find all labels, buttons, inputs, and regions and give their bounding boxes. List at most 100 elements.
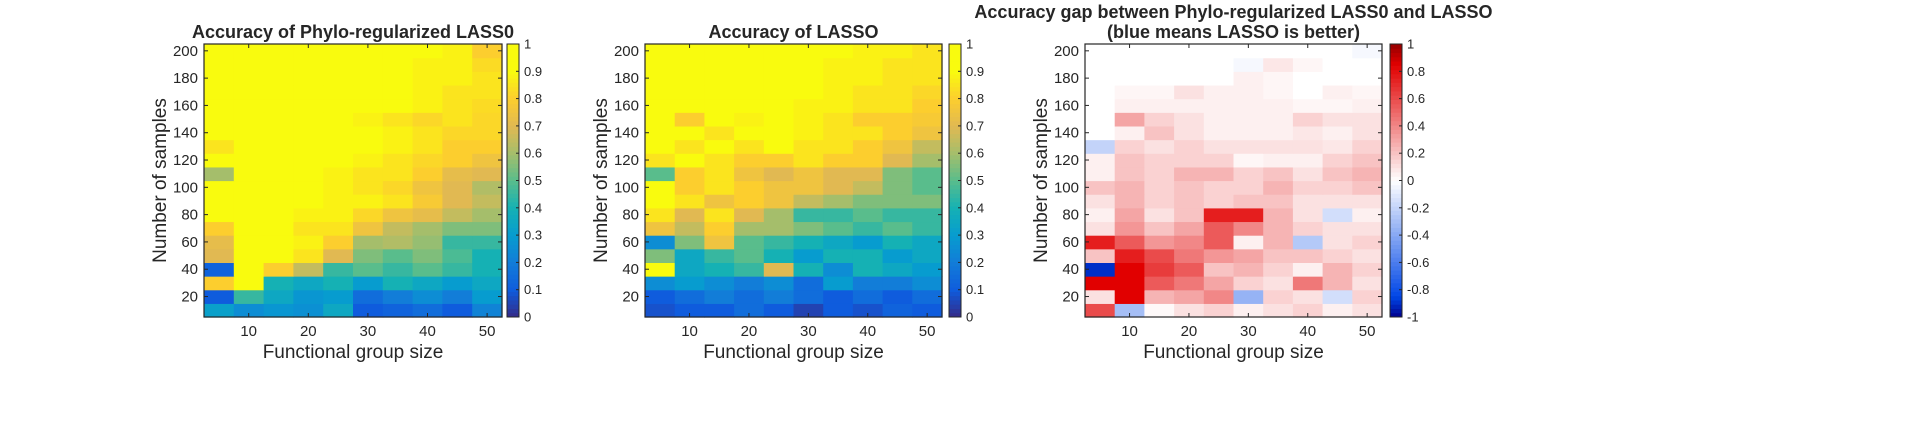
colorbar-segment	[1390, 48, 1402, 54]
heatmap-cell	[1085, 180, 1116, 195]
colorbar-segment	[949, 244, 961, 250]
colorbar-segment	[1390, 227, 1402, 233]
heatmap-cell	[674, 139, 705, 154]
heatmap-cell	[412, 71, 443, 86]
heatmap-cell	[233, 71, 265, 86]
colorbar-segment	[949, 189, 961, 194]
heatmap-cell	[734, 44, 765, 59]
heatmap-cell	[353, 262, 384, 277]
x-tick-label: 40	[419, 323, 436, 340]
heatmap-cell	[882, 166, 913, 182]
colorbar-tick-label: 1	[524, 37, 531, 52]
colorbar-segment	[507, 265, 519, 271]
heatmap-cell	[763, 262, 795, 277]
colorbar-segment	[1390, 56, 1402, 62]
heatmap-cell	[852, 71, 884, 86]
colorbar-segment	[949, 146, 961, 152]
heatmap-cell	[1174, 248, 1205, 263]
heatmap-cell	[382, 84, 414, 100]
colorbar-segment	[507, 82, 519, 88]
heatmap-cell	[734, 125, 765, 141]
heatmap-cell	[233, 112, 265, 127]
colorbar-segment	[1390, 61, 1402, 66]
heatmap-cell	[793, 194, 824, 209]
heatmap-cell	[823, 289, 854, 304]
heatmap-cell	[1292, 57, 1324, 72]
colorbar-segment	[1390, 184, 1402, 190]
colorbar-segment	[1390, 282, 1402, 288]
heatmap-cell	[382, 112, 414, 127]
heatmap-cell	[912, 139, 943, 154]
heatmap-cell	[912, 84, 943, 100]
y-tick-label: 80	[181, 207, 198, 224]
colorbar-tick-label: 0.8	[524, 91, 542, 106]
y-tick-label: 120	[173, 152, 198, 169]
heatmap-cell	[793, 303, 824, 318]
heatmap-cell	[763, 221, 795, 236]
heatmap-cell	[1352, 207, 1383, 223]
heatmap-cell	[1292, 153, 1324, 168]
y-tick-label: 200	[173, 43, 198, 60]
heatmap-cell	[353, 112, 384, 127]
heatmap-cell	[704, 180, 735, 195]
colorbar-tick-label: -0.8	[1407, 282, 1429, 297]
colorbar-segment	[507, 137, 519, 143]
heatmap-cell	[472, 194, 503, 209]
colorbar-segment	[949, 282, 961, 288]
heatmap-cell	[1085, 71, 1116, 86]
heatmap-cell	[353, 98, 384, 113]
heatmap-cell	[293, 303, 324, 318]
heatmap-cell	[472, 276, 503, 291]
heatmap-cell	[382, 262, 414, 277]
heatmap-cell	[323, 71, 354, 86]
heatmap-cell	[645, 289, 676, 304]
heatmap-cell	[674, 289, 705, 304]
heatmap-cell	[793, 112, 824, 127]
colorbar-segment	[949, 201, 961, 207]
heatmap-cell	[852, 180, 884, 195]
colorbar-segment	[1390, 197, 1402, 203]
x-axis-label: Functional group size	[1143, 342, 1324, 363]
colorbar-segment	[949, 125, 961, 130]
colorbar-segment	[507, 189, 519, 194]
heatmap-cell	[472, 84, 503, 100]
heatmap-cell	[1292, 44, 1324, 59]
heatmap-cell	[1174, 84, 1205, 100]
heatmap-cell	[674, 112, 705, 127]
heatmap-cell	[1292, 289, 1324, 304]
y-tick-label: 120	[614, 152, 639, 169]
heatmap-cell	[912, 194, 943, 209]
heatmap-cell	[472, 262, 503, 277]
colorbar-segment	[507, 312, 519, 318]
heatmap-cell	[1203, 207, 1235, 223]
y-tick-label: 20	[181, 289, 198, 306]
heatmap-cell	[1174, 194, 1205, 209]
heatmap-cell	[1114, 303, 1145, 318]
heatmap-cell	[1085, 248, 1116, 263]
heatmap-cell	[912, 289, 943, 304]
heatmap-cell	[1114, 166, 1145, 182]
heatmap-cell	[1322, 248, 1353, 263]
colorbar-tick-label: 0.5	[966, 173, 984, 188]
colorbar-tick-label: 0.6	[966, 146, 984, 161]
colorbar-segment	[507, 193, 519, 199]
colorbar-segment	[949, 184, 961, 190]
colorbar-segment	[949, 150, 961, 156]
colorbar-segment	[1390, 103, 1402, 109]
heatmap-cell	[852, 248, 884, 263]
heatmap-cell	[323, 289, 354, 304]
colorbar-segment	[1390, 210, 1402, 216]
heatmap-cell	[412, 248, 443, 263]
colorbar-segment	[949, 95, 961, 100]
heatmap-cell	[1292, 180, 1324, 195]
heatmap-cell	[1263, 166, 1294, 182]
heatmap-cell	[823, 262, 854, 277]
heatmap-cell	[472, 221, 503, 236]
heatmap-cell	[882, 276, 913, 291]
heatmap-cell	[645, 125, 676, 141]
heatmap-cell	[1233, 84, 1264, 100]
heatmap-cell	[1144, 57, 1175, 72]
heatmap-cell	[1263, 98, 1294, 113]
colorbar-segment	[507, 180, 519, 186]
heatmap-cell	[412, 139, 443, 154]
